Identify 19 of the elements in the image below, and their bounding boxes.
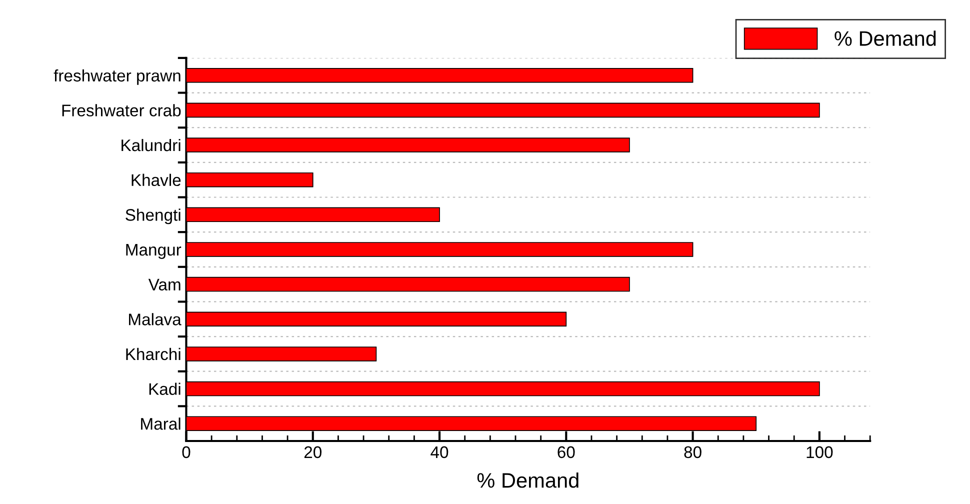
x-tick-label: 0 — [182, 446, 190, 458]
x-tick-label: 80 — [684, 446, 702, 458]
x-tick-label: 100 — [806, 446, 833, 458]
y-tick-label: Vam — [148, 278, 180, 291]
y-tick-label: freshwater prawn — [54, 69, 180, 85]
y-tick-label: Khavle — [132, 174, 181, 186]
y-tick-label: Shengti — [126, 208, 180, 224]
y-tick-label: Kalundri — [122, 138, 180, 152]
y-tick-label: Malava — [129, 313, 182, 326]
y-tick-label: Kharchi — [126, 348, 180, 360]
x-tick-label: 60 — [558, 446, 575, 458]
x-tick-label: 40 — [430, 446, 448, 458]
legend-label: % Demand — [834, 30, 936, 46]
y-tick-label: Freshwater crab — [62, 104, 181, 116]
y-tick-label: Mangur — [126, 244, 182, 259]
x-tick-label: 20 — [304, 446, 322, 458]
y-tick-label: Kadi — [149, 382, 180, 395]
x-axis-title: % Demand — [477, 472, 578, 488]
y-tick-label: Maral — [141, 418, 180, 430]
